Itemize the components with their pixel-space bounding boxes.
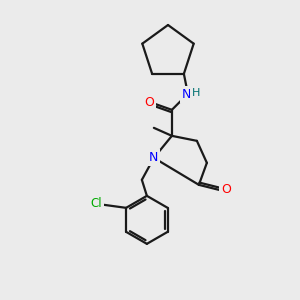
Text: H: H	[192, 88, 200, 98]
Text: N: N	[182, 88, 192, 101]
Text: N: N	[149, 151, 159, 164]
Text: O: O	[144, 96, 154, 109]
Text: Cl: Cl	[90, 197, 102, 210]
Text: O: O	[221, 183, 231, 196]
